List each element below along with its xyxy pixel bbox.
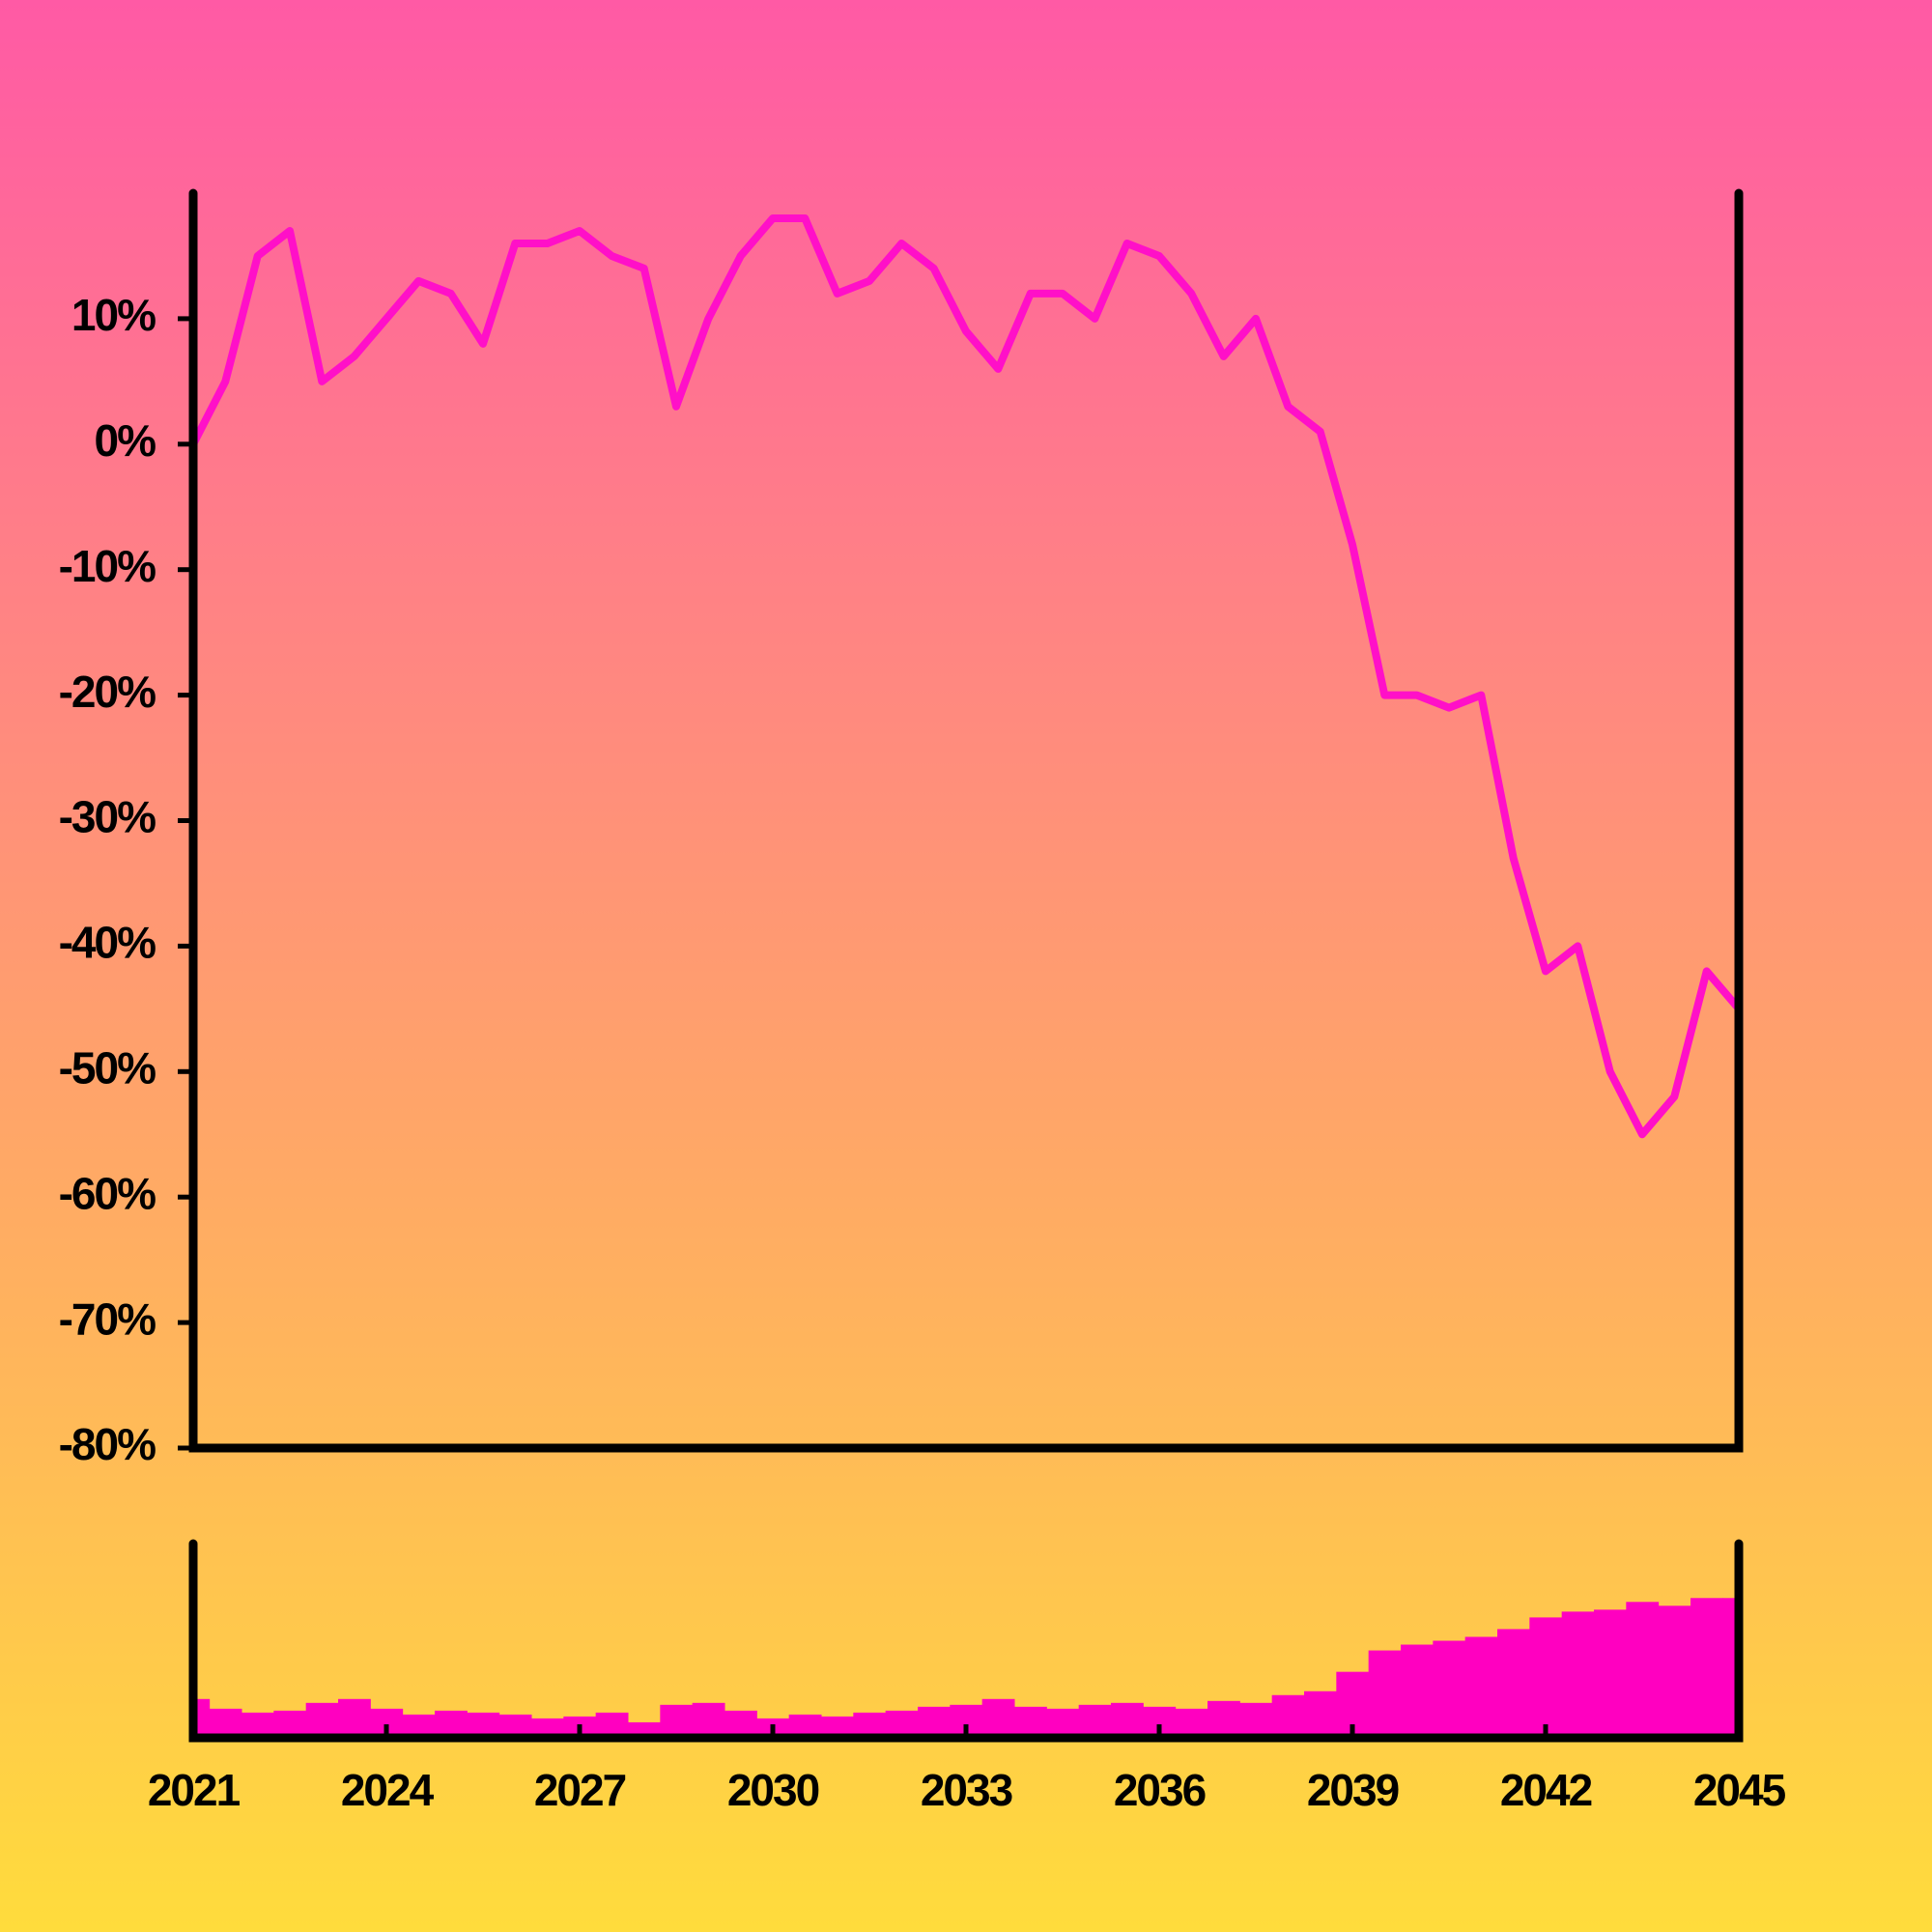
volume-bar bbox=[1078, 1704, 1112, 1738]
x-tick-label: 2036 bbox=[1114, 1765, 1206, 1815]
volume-bar bbox=[885, 1710, 919, 1738]
volume-bar bbox=[1014, 1706, 1047, 1738]
volume-bar bbox=[1529, 1617, 1563, 1738]
volume-bar bbox=[660, 1704, 694, 1738]
volume-bar bbox=[435, 1710, 468, 1738]
volume-bar bbox=[1271, 1694, 1305, 1738]
volume-bar bbox=[1175, 1708, 1208, 1738]
volume-bar bbox=[1658, 1605, 1691, 1738]
volume-bar bbox=[305, 1702, 339, 1738]
volume-bar bbox=[981, 1698, 1015, 1738]
y-tick-label: -70% bbox=[59, 1293, 156, 1344]
volume-bar bbox=[821, 1716, 854, 1738]
volume-bar bbox=[1401, 1644, 1434, 1738]
volume-bar bbox=[1208, 1700, 1240, 1738]
y-tick-label: -40% bbox=[59, 918, 156, 968]
volume-bar bbox=[273, 1710, 307, 1738]
volume-bar bbox=[1626, 1602, 1660, 1738]
volume-bar bbox=[1046, 1708, 1080, 1738]
volume-bar bbox=[1239, 1702, 1273, 1738]
x-tick-label: 2030 bbox=[727, 1765, 819, 1815]
volume-bar bbox=[1111, 1702, 1144, 1738]
volume-bar bbox=[1497, 1629, 1530, 1738]
x-tick-label: 2024 bbox=[341, 1765, 435, 1815]
volume-bar bbox=[1368, 1650, 1402, 1738]
volume-bar bbox=[918, 1706, 951, 1738]
y-tick-label: -20% bbox=[59, 667, 156, 717]
volume-bar bbox=[692, 1702, 725, 1738]
volume-bars bbox=[193, 1598, 1739, 1738]
y-tick-label: -80% bbox=[59, 1419, 156, 1469]
x-tick-label: 2042 bbox=[1500, 1765, 1592, 1815]
x-tick-label: 2021 bbox=[148, 1765, 241, 1815]
volume-bar bbox=[531, 1718, 564, 1738]
frame bbox=[188, 188, 1744, 1453]
x-tick-label: 2027 bbox=[534, 1765, 626, 1815]
volume-bar bbox=[338, 1698, 371, 1738]
x-tick-label: 2033 bbox=[921, 1765, 1012, 1815]
volume-bar bbox=[209, 1708, 242, 1738]
y-tick-label: 0% bbox=[95, 415, 156, 466]
volume-bar bbox=[1561, 1611, 1595, 1738]
volume-bar bbox=[1464, 1636, 1498, 1738]
volume-bar bbox=[1594, 1609, 1627, 1738]
y-tick-label: -30% bbox=[59, 792, 156, 842]
y-tick-label: -10% bbox=[59, 541, 156, 591]
x-tick-label: 2045 bbox=[1693, 1765, 1786, 1815]
volume-frame bbox=[188, 1539, 1744, 1743]
price-line bbox=[189, 214, 1743, 1139]
y-tick-label: -50% bbox=[59, 1042, 156, 1093]
y-tick-label: -60% bbox=[59, 1168, 156, 1218]
volume-bar bbox=[1690, 1598, 1723, 1738]
x-tick-label: 2039 bbox=[1307, 1765, 1399, 1815]
volume-bar bbox=[1433, 1640, 1466, 1738]
y-tick-label: 10% bbox=[71, 290, 156, 340]
volume-bar bbox=[1304, 1690, 1337, 1738]
volume-bar bbox=[724, 1710, 757, 1738]
